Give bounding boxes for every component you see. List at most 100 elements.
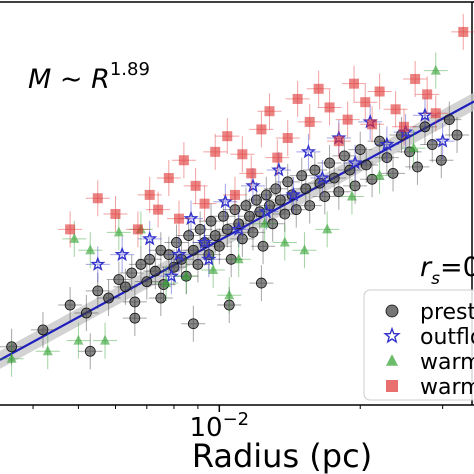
- data-point: [410, 73, 421, 84]
- data-point: [257, 240, 269, 252]
- error-bar: [296, 133, 321, 170]
- error-bar: [192, 224, 217, 261]
- legend-label-warma: warma: [420, 375, 474, 400]
- data-point: [113, 226, 124, 237]
- data-point: [161, 277, 172, 288]
- series-warma: [58, 13, 474, 248]
- data-point: [190, 180, 201, 191]
- data-point: [430, 64, 441, 75]
- data-point: [285, 186, 302, 202]
- data-point: [163, 173, 174, 184]
- data-point: [65, 224, 76, 235]
- data-point: [259, 218, 270, 228]
- data-point: [132, 224, 143, 235]
- data-point: [250, 194, 262, 206]
- data-point: [173, 213, 184, 224]
- data-point: [37, 324, 49, 336]
- data-point: [163, 249, 175, 261]
- data-point: [84, 345, 96, 357]
- data-point: [271, 162, 287, 177]
- error-bar: [430, 123, 455, 160]
- error-bar: [159, 258, 184, 295]
- data-point: [237, 149, 248, 160]
- data-point: [300, 183, 312, 195]
- data-point: [144, 189, 155, 200]
- data-point: [381, 152, 393, 164]
- data-point: [244, 210, 255, 222]
- error-bar: [213, 183, 238, 220]
- data-point: [181, 270, 192, 281]
- data-point: [309, 164, 321, 176]
- data-point: [213, 240, 225, 252]
- data-point: [114, 246, 130, 262]
- data-point: [367, 119, 378, 130]
- legend-marker-outflow: [383, 326, 401, 344]
- legend-label-outflow: outflow: [420, 325, 474, 350]
- data-point: [149, 265, 161, 277]
- data-point: [419, 121, 431, 133]
- data-point: [113, 274, 125, 285]
- data-point: [333, 136, 344, 147]
- data-point: [279, 236, 290, 247]
- data-point: [80, 307, 92, 319]
- data-point: [374, 86, 385, 97]
- legend-label-preste: preste: [420, 300, 474, 325]
- data-point: [296, 170, 308, 182]
- error-bar: [310, 160, 335, 197]
- data-point: [333, 186, 345, 198]
- data-point: [6, 341, 18, 353]
- data-point: [282, 133, 293, 144]
- data-point: [374, 169, 385, 180]
- data-point: [178, 155, 189, 166]
- data-point: [64, 299, 76, 311]
- data-point: [222, 131, 233, 142]
- data-point: [231, 221, 247, 236]
- data-point: [354, 144, 366, 155]
- error-bar: [374, 126, 399, 163]
- data-point: [208, 264, 219, 274]
- data-point: [258, 203, 274, 219]
- legend-marker-warm: [386, 354, 398, 366]
- data-point: [324, 102, 335, 113]
- x-ticks: [32, 405, 444, 412]
- data-point: [240, 200, 252, 211]
- series-warm: [0, 52, 448, 377]
- data-point: [144, 253, 156, 265]
- data-point: [129, 312, 141, 324]
- data-point: [256, 277, 267, 289]
- data-point: [390, 104, 401, 115]
- legend-box: [363, 289, 474, 401]
- data-point: [210, 146, 221, 157]
- data-point: [153, 204, 164, 215]
- data-point: [224, 289, 235, 300]
- legend-marker-warma: [386, 380, 398, 392]
- data-point: [6, 353, 17, 363]
- data-point: [282, 176, 294, 188]
- error-bar: [166, 236, 191, 273]
- data-point: [229, 204, 241, 216]
- data-point: [435, 133, 451, 148]
- data-point: [304, 200, 316, 211]
- data-point: [398, 121, 409, 132]
- data-point: [73, 334, 84, 345]
- data-point: [267, 218, 279, 230]
- error-bar: [393, 114, 418, 151]
- data-point: [338, 150, 350, 162]
- legend: presteoutflowwarmwarma: [363, 289, 474, 401]
- data-point: [346, 190, 357, 201]
- error-bar: [343, 145, 368, 182]
- data-point: [229, 189, 240, 200]
- error-bar: [281, 176, 306, 213]
- data-point: [342, 114, 353, 125]
- data-point: [347, 155, 363, 170]
- data-point: [163, 268, 180, 283]
- data-point: [221, 223, 233, 235]
- data-point: [223, 299, 235, 311]
- data-point: [412, 161, 423, 173]
- series-preste: [0, 101, 470, 370]
- data-point: [299, 244, 310, 255]
- data-point: [279, 208, 291, 220]
- data-point: [199, 198, 210, 209]
- x-axis-label: Radius (pc): [192, 437, 372, 474]
